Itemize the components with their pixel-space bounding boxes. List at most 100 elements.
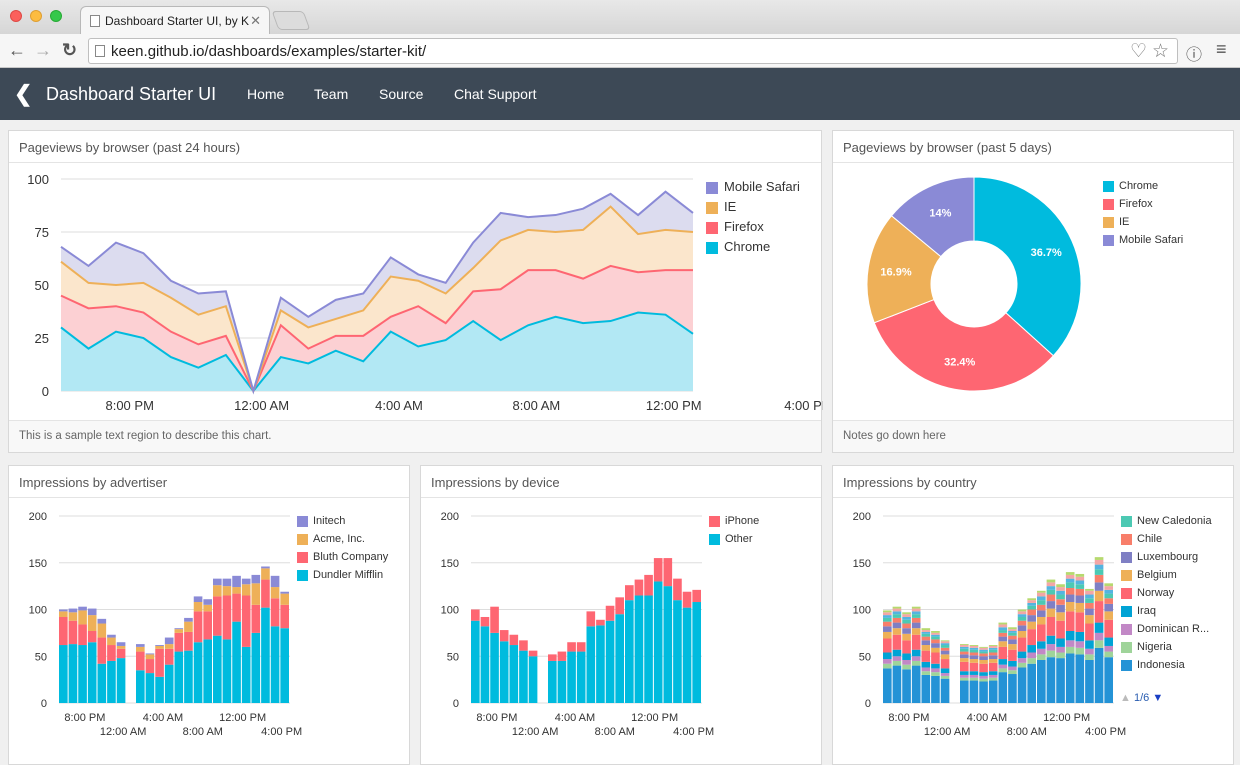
bar-segment: [902, 659, 911, 665]
bar-segment: [164, 637, 174, 645]
bar-segment: [97, 618, 107, 624]
bar-segment: [490, 606, 499, 633]
legend-item[interactable]: Nigeria: [1121, 641, 1233, 653]
close-tab-icon[interactable]: ✕: [250, 13, 261, 28]
bar-segment: [87, 608, 97, 616]
heart-icon[interactable]: ♡: [1129, 41, 1147, 62]
bar-segment: [136, 646, 145, 652]
legend-item[interactable]: Firefox: [1103, 198, 1231, 210]
nav-link-source[interactable]: Source: [379, 86, 424, 102]
legend-item[interactable]: Firefox: [706, 219, 816, 234]
pager-down-icon[interactable]: ▼: [1152, 692, 1164, 704]
bar-segment: [979, 681, 988, 703]
address-bar[interactable]: keen.github.io/dashboards/examples/start…: [88, 38, 1178, 64]
bar-segment: [528, 656, 538, 703]
minimize-window-button[interactable]: [30, 10, 42, 22]
bar-segment: [1046, 586, 1056, 590]
legend-item[interactable]: Acme, Inc.: [297, 533, 409, 545]
legend-item[interactable]: Indonesia: [1121, 659, 1233, 671]
bar-segment: [1094, 640, 1104, 648]
pager-up-icon[interactable]: ▲: [1120, 692, 1131, 704]
bar-segment: [1104, 583, 1113, 587]
bar-segment: [1056, 646, 1065, 653]
legend-item[interactable]: Dominican R...: [1121, 623, 1233, 635]
bar-segment: [1017, 662, 1027, 668]
y-tick-label: 150: [441, 558, 459, 570]
legend-item[interactable]: Chrome: [706, 239, 816, 254]
bar-segment: [1094, 622, 1104, 633]
bar-segment: [883, 638, 892, 653]
bar-segment: [960, 651, 969, 655]
bar-segment: [596, 619, 605, 626]
bar-segment: [892, 608, 902, 612]
forward-arrow-icon[interactable]: →: [34, 40, 52, 60]
bar-segment: [940, 678, 950, 703]
bar-segment: [193, 602, 203, 612]
legend-item[interactable]: Mobile Safari: [1103, 234, 1231, 246]
legend-item[interactable]: Iraq: [1121, 605, 1233, 617]
legend-item[interactable]: Other: [709, 533, 821, 545]
info-icon[interactable]: ⓘ: [1186, 47, 1203, 64]
bar-segment: [241, 584, 251, 596]
panel-title: Impressions by device: [421, 466, 821, 498]
bar-segment: [499, 630, 509, 642]
legend-item[interactable]: IE: [1103, 216, 1231, 228]
browser-tab[interactable]: Dashboard Starter UI, by K ✕: [80, 6, 270, 34]
chevron-left-icon[interactable]: ❮: [14, 81, 33, 106]
panel-pageviews-5d: Pageviews by browser (past 5 days) 36.7%…: [832, 130, 1234, 453]
menu-icon[interactable]: ≡: [1216, 39, 1227, 59]
bar-segment: [883, 610, 892, 613]
bar-segment: [87, 615, 97, 632]
brand-title[interactable]: Dashboard Starter UI: [46, 84, 217, 104]
bar-segment: [960, 645, 969, 647]
legend-item[interactable]: Mobile Safari: [706, 179, 816, 194]
bar-segment: [911, 614, 921, 618]
legend-swatch: [1121, 588, 1132, 599]
legend-item[interactable]: New Caledonia: [1121, 515, 1233, 527]
zoom-window-button[interactable]: [50, 10, 62, 22]
bar-segment: [193, 642, 203, 703]
legend-item[interactable]: IE: [706, 199, 816, 214]
legend-label: Initech: [313, 515, 346, 527]
bar-segment: [911, 665, 921, 703]
nav-link-team[interactable]: Team: [314, 86, 349, 102]
bar-segment: [931, 639, 940, 644]
legend-item[interactable]: Bluth Company: [297, 551, 409, 563]
bar-segment: [940, 654, 950, 660]
legend-label: Firefox: [724, 219, 764, 234]
bar-segment: [1094, 590, 1104, 602]
legend-item[interactable]: Chrome: [1103, 180, 1231, 192]
legend-item[interactable]: Initech: [297, 515, 409, 527]
legend-item[interactable]: iPhone: [709, 515, 821, 527]
close-window-button[interactable]: [10, 10, 22, 22]
bar-segment: [921, 645, 931, 651]
legend-item[interactable]: Dundler Mifflin: [297, 569, 409, 581]
reload-icon[interactable]: ↻: [62, 40, 78, 60]
legend-label: Acme, Inc.: [313, 533, 365, 545]
nav-link-home[interactable]: Home: [247, 86, 285, 102]
legend-item[interactable]: Norway: [1121, 587, 1233, 599]
bar-segment: [931, 632, 940, 635]
legend-swatch: [706, 222, 718, 234]
nav-link-chat-support[interactable]: Chat Support: [454, 86, 537, 102]
legend-swatch: [1121, 516, 1132, 527]
bar-segment: [663, 558, 673, 587]
legend-item[interactable]: Belgium: [1121, 569, 1233, 581]
bar-segment: [59, 616, 68, 646]
x-tick-label: 12:00 AM: [100, 726, 146, 738]
legend-item[interactable]: Chile: [1121, 533, 1233, 545]
bar-segment: [960, 671, 969, 675]
bar-segment: [911, 656, 921, 661]
slice-label: 36.7%: [1031, 247, 1062, 259]
bar-segment: [213, 635, 222, 703]
back-arrow-icon[interactable]: ←: [8, 40, 26, 60]
bookmark-star-icon[interactable]: ☆: [1151, 41, 1169, 62]
legend-label: Belgium: [1137, 569, 1177, 581]
bar-segment: [1094, 557, 1104, 560]
bar-segment: [931, 631, 940, 633]
new-tab-button[interactable]: [271, 11, 311, 30]
legend-item[interactable]: Luxembourg: [1121, 551, 1233, 563]
bar-segment: [960, 677, 969, 681]
bar-segment: [567, 651, 576, 703]
url-text: keen.github.io/dashboards/examples/start…: [111, 43, 427, 60]
